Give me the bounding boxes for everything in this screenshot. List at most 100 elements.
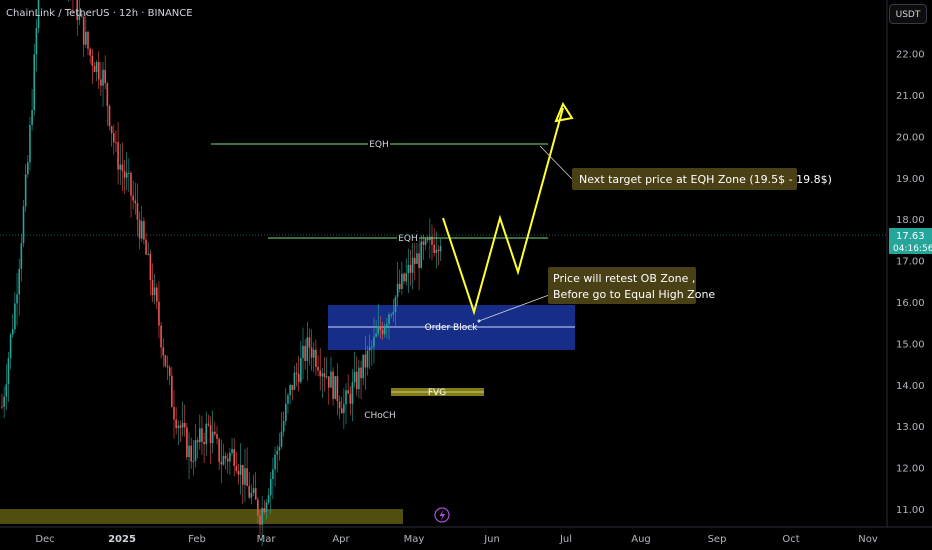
candle-down xyxy=(297,373,300,382)
candle-down xyxy=(207,423,210,425)
candle-up xyxy=(435,249,438,253)
candle-down xyxy=(246,468,248,486)
candle-up xyxy=(368,347,371,351)
candle-down xyxy=(418,253,420,268)
candle-up xyxy=(22,206,25,244)
candle-down xyxy=(379,326,382,331)
symbol-title[interactable]: ChainLink / TetherUS · 12h · BINANCE xyxy=(6,8,193,19)
candle-down xyxy=(409,264,412,273)
candle-up xyxy=(276,450,278,455)
candle-down xyxy=(110,126,113,134)
time-tick-label: Aug xyxy=(631,534,651,545)
price-axis[interactable]: 22.00 21.00 20.00 19.00 18.00 17.00 16.00 15.00… xyxy=(896,50,925,516)
candle-up xyxy=(390,314,392,316)
candle-up xyxy=(306,337,309,361)
candle-up xyxy=(244,468,246,485)
candle-up xyxy=(20,243,23,269)
candle-down xyxy=(336,376,339,402)
candle-down xyxy=(104,69,106,84)
price-tick-label: 21.00 xyxy=(896,91,925,102)
bar-countdown: 04:16:56 xyxy=(893,244,932,254)
candle-down xyxy=(431,236,433,245)
candle-down xyxy=(319,370,321,377)
candle-down xyxy=(160,325,162,348)
candle-down xyxy=(235,465,238,471)
candle-down xyxy=(203,441,205,445)
candle-up xyxy=(199,428,201,443)
candle-up xyxy=(177,425,180,429)
candle-down xyxy=(338,401,341,409)
price-tick-label: 16.00 xyxy=(896,298,925,309)
currency-selector[interactable]: USDT xyxy=(889,4,927,24)
candle-up xyxy=(312,349,315,358)
candle-up xyxy=(302,345,304,359)
candle-up xyxy=(373,336,375,347)
candle-down xyxy=(216,434,218,439)
candle-up xyxy=(85,31,87,45)
candle-up xyxy=(424,238,427,245)
candle-up xyxy=(229,453,231,462)
candle-up xyxy=(18,268,20,295)
price-tick-label: 18.00 xyxy=(896,215,925,226)
candle-down xyxy=(257,499,259,516)
candle-down xyxy=(168,367,171,376)
candle-up xyxy=(128,172,130,174)
candle-down xyxy=(87,31,89,49)
price-tick-label: 14.00 xyxy=(896,381,925,392)
candle-down xyxy=(143,221,145,240)
bottom-demand-zone[interactable] xyxy=(0,509,403,524)
candle-down xyxy=(130,172,132,196)
candle-down xyxy=(91,55,94,67)
retest-callout-box[interactable] xyxy=(548,267,696,304)
eqh-upper-label: EQH xyxy=(369,140,389,150)
candle-up xyxy=(194,440,197,461)
candle-down xyxy=(196,440,199,443)
candle-up xyxy=(102,69,104,86)
candle-down xyxy=(259,515,261,525)
candle-down xyxy=(437,249,440,252)
candle-down xyxy=(209,424,212,444)
target-callout-box[interactable] xyxy=(572,168,797,190)
time-axis[interactable]: Dec 2025 Feb Mar Apr May Jun Jul Aug Sep Oct Nov xyxy=(35,534,878,545)
candle-down xyxy=(183,422,186,428)
candle-up xyxy=(269,478,272,496)
candle-up xyxy=(405,273,407,282)
candle-up xyxy=(280,431,283,447)
candle-up xyxy=(33,54,36,111)
candle-up xyxy=(274,454,276,470)
candle-down xyxy=(248,485,251,498)
candle-down xyxy=(1,406,3,408)
candle-up xyxy=(383,326,386,335)
candlestick-series xyxy=(1,0,442,547)
candle-down xyxy=(156,287,158,302)
candle-down xyxy=(132,195,134,201)
candle-down xyxy=(254,488,257,500)
lightning-icon[interactable] xyxy=(434,507,450,523)
candle-down xyxy=(214,431,216,435)
candle-up xyxy=(416,253,418,264)
price-tick-label: 12.00 xyxy=(896,464,925,475)
time-tick-label: May xyxy=(404,534,425,545)
candle-up xyxy=(396,283,399,297)
candle-down xyxy=(138,219,141,239)
candle-down xyxy=(340,408,343,414)
candle-down xyxy=(224,455,227,459)
order-block-label: Order Block xyxy=(425,323,479,333)
candle-up xyxy=(31,110,33,125)
candle-down xyxy=(82,16,85,45)
candle-down xyxy=(323,373,326,378)
price-tick-label: 13.00 xyxy=(896,422,925,433)
candle-down xyxy=(398,283,401,290)
time-tick-label: Oct xyxy=(782,534,799,545)
candle-up xyxy=(278,446,281,451)
candle-up xyxy=(407,264,410,274)
candle-down xyxy=(158,301,160,326)
projected-price-path[interactable] xyxy=(442,107,564,316)
candle-down xyxy=(347,390,349,394)
candle-down xyxy=(233,449,235,466)
candle-down xyxy=(76,0,79,20)
candle-down xyxy=(328,376,330,388)
candle-down xyxy=(349,393,352,404)
